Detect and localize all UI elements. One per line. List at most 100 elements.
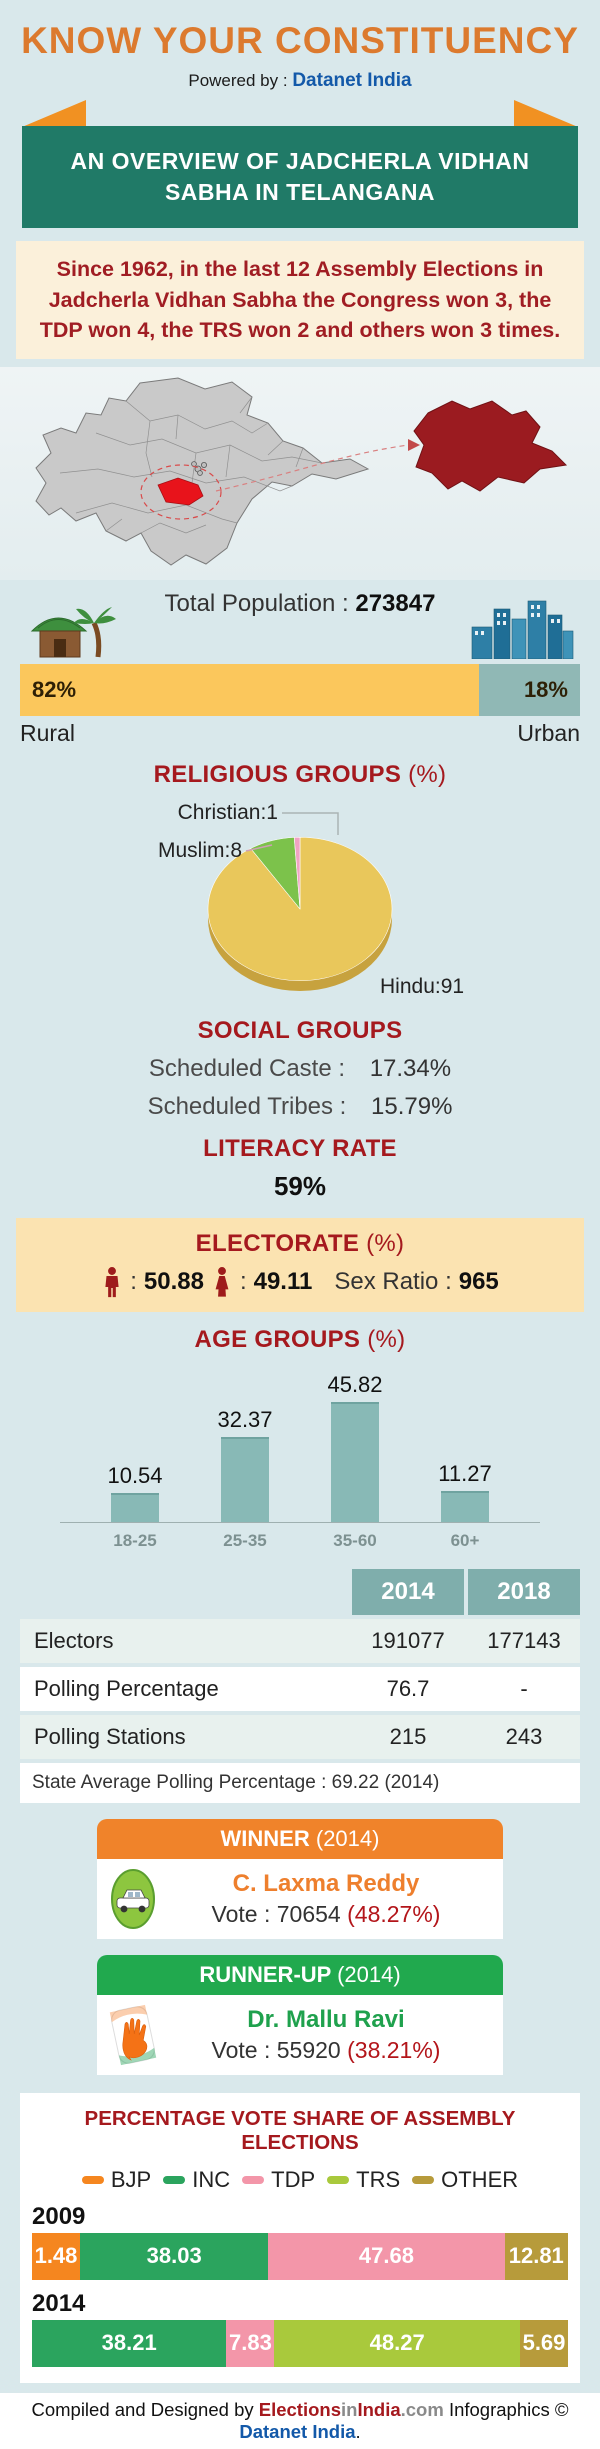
legend-item-inc: INC: [163, 2167, 230, 2193]
age-groups-title: AGE GROUPS: [194, 1325, 361, 1353]
sex-ratio-label: Sex Ratio :: [334, 1267, 452, 1295]
overview-banner-text: AN OVERVIEW OF JADCHERLA VIDHAN SABHA IN…: [22, 126, 578, 229]
social-groups-heading: SOCIAL GROUPS: [197, 1016, 403, 1044]
electors-label: Electors: [34, 1627, 114, 1653]
electorate-title: ELECTORATE: [195, 1229, 360, 1257]
vote-segment-2009-other: 12.81: [504, 2232, 568, 2280]
electorate-unit: (%): [366, 1229, 405, 1257]
literacy-heading: LITERACY RATE: [203, 1134, 397, 1162]
vote-share-bar-2014: 38.21 7.83 48.27 5.69: [32, 2319, 568, 2367]
vote-segment-value: 48.27: [369, 2330, 425, 2356]
female-colon: :: [239, 1267, 247, 1295]
electorate-panel: ELECTORATE (%) : 50.88 : 49.11 Sex Ratio…: [16, 1217, 584, 1312]
female-percentage: 49.11: [253, 1267, 313, 1295]
legend-swatch-trs: [327, 2175, 350, 2184]
legend-label: BJP: [110, 2166, 152, 2192]
male-percentage: 50.88: [143, 1267, 204, 1295]
election-stats-table: 2014 2018 Electors 191077 177143 Polling…: [20, 1568, 580, 1803]
legend-item-tdp: TDP: [242, 2167, 315, 2193]
legend-label: TDP: [271, 2166, 316, 2192]
pie-label-hindu: Hindu:91: [380, 975, 464, 998]
urban-bar-segment: 18%: [479, 663, 580, 716]
age-bar-60+: 11.27: [410, 1461, 520, 1522]
ribbon-fold-right-icon: [514, 100, 578, 127]
telangana-map-icon: [35, 377, 568, 566]
table-row: Polling Stations 215 243: [20, 1714, 580, 1759]
age-bar-value: 45.82: [327, 1371, 383, 1397]
legend-swatch-bjp: [81, 2175, 104, 2184]
runner-up-title: RUNNER-UP: [199, 1961, 331, 1987]
literacy-value: 59%: [273, 1170, 327, 1201]
footer-brand-elections: Elections: [258, 2398, 341, 2420]
winner-year: (2014): [315, 1825, 380, 1851]
powered-by-label: Powered by :: [188, 71, 288, 90]
religious-groups-title: RELIGIOUS GROUPS: [153, 760, 402, 788]
rural-urban-labels: Rural Urban: [20, 720, 580, 747]
scheduled-caste-value: 17.34%: [369, 1054, 452, 1082]
table-header-row: 2014 2018: [20, 1568, 580, 1615]
legend-swatch-tdp: [242, 2175, 265, 2184]
powered-by-brand: Datanet India: [292, 70, 412, 91]
header: KNOW YOUR CONSTITUENCY Powered by : Data…: [0, 0, 600, 92]
vote-segment-value: 7.83: [228, 2330, 272, 2356]
footer-brand-dotcom: .com: [400, 2398, 444, 2420]
powered-by: Powered by : Datanet India: [0, 70, 600, 92]
polling-percentage-label: Polling Percentage: [34, 1675, 219, 1701]
footer-dot: .: [355, 2420, 361, 2442]
scheduled-tribes-row: Scheduled Tribes : 15.79%: [0, 1093, 600, 1121]
age-bar-rect: [441, 1490, 489, 1522]
polling-stations-2014: 215: [389, 1723, 427, 1749]
pie-label-christian: Christian:1: [178, 801, 278, 824]
scheduled-tribes-label: Scheduled Tribes :: [147, 1092, 347, 1120]
age-groups-unit: (%): [367, 1325, 406, 1353]
legend-swatch-other: [412, 2175, 435, 2184]
polling-stations-label: Polling Stations: [34, 1723, 186, 1749]
footer-text-2: Infographics ©: [448, 2398, 569, 2420]
electors-2014: 191077: [371, 1627, 445, 1653]
total-population: Total Population : 273847: [0, 590, 600, 618]
legend-label: INC: [192, 2166, 231, 2192]
column-2014: 2014: [352, 1568, 464, 1615]
vote-segment-value: 38.21: [101, 2330, 157, 2356]
city-buildings-icon: [470, 597, 574, 664]
scheduled-caste-label: Scheduled Caste :: [148, 1054, 346, 1082]
male-icon: [105, 1266, 119, 1297]
vote-segment-2009-bjp: 1.48: [32, 2232, 80, 2280]
vote-segment-value: 47.68: [358, 2243, 414, 2269]
table-row: Polling Percentage 76.7 -: [20, 1666, 580, 1711]
polling-percentage-2018: -: [520, 1675, 528, 1701]
electorate-heading: ELECTORATE (%): [26, 1230, 574, 1258]
vote-segment-value: 12.81: [508, 2243, 564, 2269]
footer-brand-india: India: [357, 2398, 401, 2420]
age-bar-value: 32.37: [217, 1406, 273, 1432]
sex-ratio-value: 965: [458, 1267, 499, 1295]
vote-share-panel: PERCENTAGE VOTE SHARE OF ASSEMBLY ELECTI…: [20, 2092, 580, 2383]
overview-banner: AN OVERVIEW OF JADCHERLA VIDHAN SABHA IN…: [22, 100, 578, 229]
age-bar-value: 11.27: [438, 1460, 492, 1486]
electorate-values: : 50.88 : 49.11 Sex Ratio : 965: [26, 1266, 574, 1298]
winner-name: C. Laxma Reddy: [232, 1869, 420, 1897]
runner-up-vote-percentage: (38.21%): [347, 2036, 441, 2063]
table-row: Electors 191077 177143: [20, 1618, 580, 1663]
pie-label-muslim: Muslim:8: [158, 839, 242, 862]
legend-item-other: OTHER: [412, 2167, 518, 2193]
winner-card: WINNER (2014) C. Laxma Reddy Vote : 7065…: [97, 1818, 503, 1939]
winner-votes: Vote : 70654: [211, 1900, 341, 1927]
legend-swatch-inc: [163, 2175, 186, 2184]
constituency-map: [0, 366, 600, 580]
inc-hand-symbol-icon: [109, 2004, 157, 2065]
age-bar-rect: [221, 1436, 269, 1522]
religious-groups-heading: RELIGIOUS GROUPS (%): [0, 761, 600, 789]
ribbon-fold-left-icon: [22, 100, 86, 127]
legend-item-trs: TRS: [327, 2167, 400, 2193]
religion-pie-chart: Christian:1 Muslim:8 Hindu:91: [0, 791, 600, 1003]
age-bar-25-35: 32.37: [190, 1407, 300, 1522]
age-groups-chart: 10.54 32.37 45.82 11.27 18-25 25-35 35-60 60+: [60, 1364, 540, 1551]
vote-segment-value: 38.03: [146, 2243, 202, 2269]
scheduled-caste-row: Scheduled Caste : 17.34%: [0, 1055, 600, 1083]
rural-percentage: 82%: [32, 676, 77, 702]
winner-title: WINNER: [220, 1825, 310, 1851]
total-population-value: 273847: [355, 589, 436, 617]
vote-segment-value: 1.48: [34, 2243, 78, 2269]
rural-bar-segment: 82%: [20, 663, 480, 716]
